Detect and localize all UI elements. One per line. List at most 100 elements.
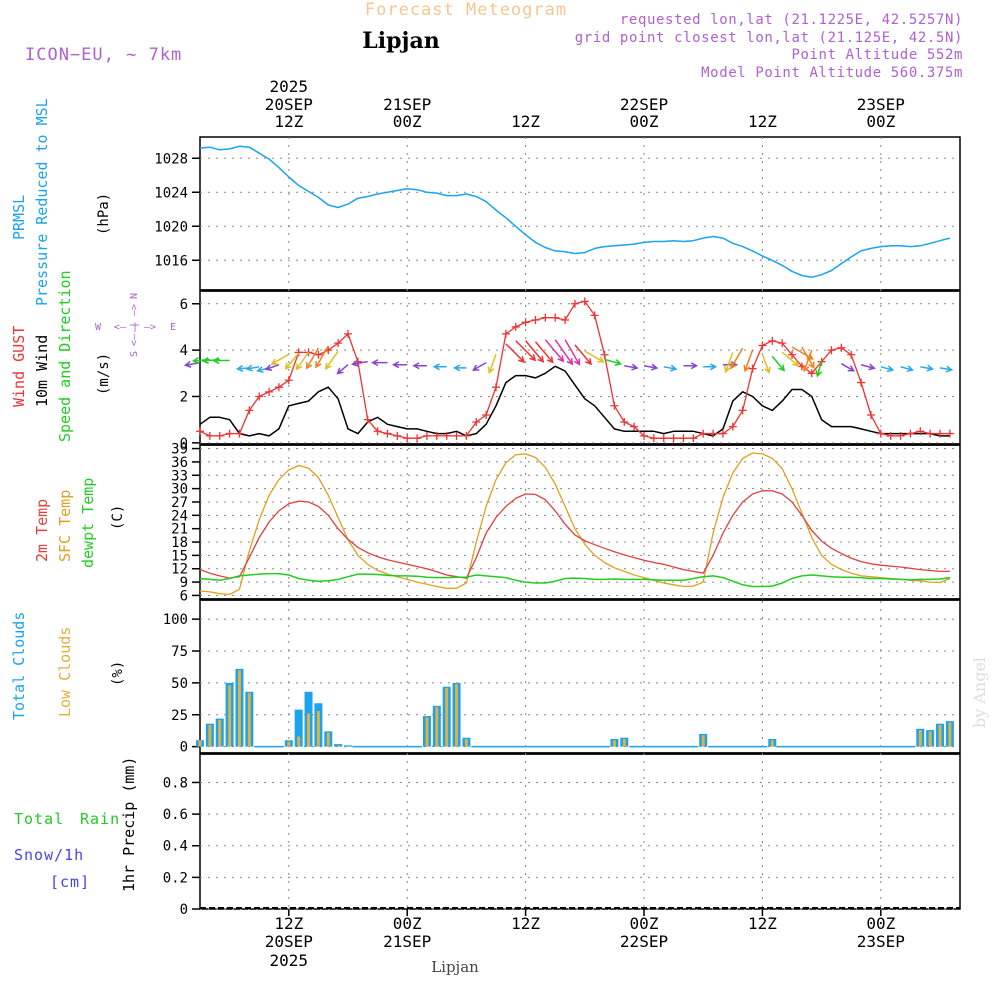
- wind-direction-arrow: [534, 341, 554, 364]
- time-bottom-48-line1: 00Z: [630, 914, 659, 933]
- model-altitude: Model Point Altitude 560.375m: [701, 65, 963, 81]
- low-cloud-bar: [455, 684, 459, 747]
- gust-marker: [452, 431, 461, 440]
- total-cloud-bar: [294, 709, 303, 747]
- wind-label-gust: Wind GUST: [10, 326, 28, 407]
- gust-marker: [265, 387, 274, 396]
- gust-marker: [926, 429, 935, 438]
- wind-direction-arrow: [371, 359, 388, 367]
- temp-tick-label-24: 24: [171, 508, 188, 524]
- gust-marker: [363, 415, 372, 424]
- gust-marker: [561, 315, 570, 324]
- gust-marker: [916, 427, 925, 436]
- time-bottom-12-line2: 20SEP: [265, 932, 313, 951]
- wind-direction-arrow: [336, 364, 349, 375]
- temp-tick-label-12: 12: [171, 562, 188, 578]
- compass-horizontal: <— | —>: [114, 322, 156, 333]
- gust-marker: [284, 376, 293, 385]
- gust-marker: [827, 346, 836, 355]
- low-cloud-bar: [316, 710, 320, 747]
- gust-marker: [906, 429, 915, 438]
- time-bottom-24-line2: 21SEP: [383, 932, 431, 951]
- gust-marker: [205, 431, 214, 440]
- dewpt-line: [199, 572, 951, 588]
- panel-frames: [199, 136, 961, 910]
- low-cloud-bar: [307, 713, 311, 747]
- pressure-tick-label-1020: 1020: [154, 219, 188, 235]
- gust-marker: [649, 434, 658, 443]
- time-top-36-line3: 12Z: [511, 112, 540, 131]
- temp-tick-label-27: 27: [171, 495, 188, 511]
- time-bottom-48-line2: 22SEP: [620, 932, 668, 951]
- wind-direction-arrow: [306, 347, 320, 370]
- wind-direction-arrow: [900, 365, 915, 373]
- pressure-tick-label-1024: 1024: [154, 185, 188, 201]
- gust-marker: [640, 431, 649, 440]
- clouds-tick-label-0: 0: [180, 740, 188, 756]
- compass-s: S: [129, 351, 140, 357]
- gust-marker: [521, 318, 530, 327]
- temp-tick-label-33: 33: [171, 468, 188, 484]
- precip-tick-label-0.8: 0.8: [163, 775, 188, 791]
- panel-frame-temp: [199, 444, 961, 600]
- gust-marker: [492, 383, 501, 392]
- wind-tick-label-2: 2: [180, 389, 188, 405]
- gust-marker: [393, 431, 402, 440]
- time-top-24-line2: 21SEP: [383, 95, 431, 114]
- time-top-24-line3: 00Z: [393, 112, 422, 131]
- gust-marker: [876, 429, 885, 438]
- gust-marker: [807, 369, 816, 378]
- gust-marker: [541, 313, 550, 322]
- gust-marker: [610, 401, 619, 410]
- gust-marker: [945, 429, 954, 438]
- point-altitude: Point Altitude 552m: [791, 47, 963, 63]
- wind-direction-arrow: [270, 353, 290, 365]
- requested-coords: requested lon,lat (21.1225E, 42.5257N): [620, 12, 963, 28]
- temp-tick-label-6: 6: [180, 588, 188, 604]
- wind-gust-line: [199, 300, 950, 439]
- credit-watermark: by Angel: [970, 657, 989, 728]
- gust-marker: [482, 411, 491, 420]
- gust-marker: [699, 429, 708, 438]
- wind-direction-arrow: [554, 339, 574, 366]
- gust-marker: [718, 429, 727, 438]
- gust-marker: [196, 427, 204, 436]
- gust-marker: [215, 431, 224, 440]
- wind-direction-arrow: [683, 362, 699, 370]
- footer-location: Lipjan: [431, 958, 479, 976]
- gust-marker: [373, 427, 382, 436]
- wind-direction-arrow: [245, 364, 260, 372]
- model-label: ICON−EU, ~ 7km: [25, 45, 182, 65]
- gust-marker: [797, 362, 806, 371]
- time-top-60-line3: 12Z: [748, 112, 777, 131]
- compass-vertical: <— | —>: [129, 304, 140, 346]
- wind-direction-arrow: [939, 365, 954, 373]
- pressure-label-msl: Pressure Reduced to MSL: [33, 98, 51, 306]
- wind-direction-arrow: [815, 360, 823, 378]
- gust-marker: [728, 422, 737, 431]
- gust-marker: [709, 429, 718, 438]
- gust-marker: [334, 339, 343, 348]
- low-cloud-bar: [770, 740, 774, 747]
- compass-w: W: [95, 322, 102, 333]
- gust-marker: [501, 329, 510, 338]
- wind-tick-label-0: 0: [180, 436, 188, 452]
- gust-marker: [294, 348, 303, 357]
- compass-rose: N S W E <— | —> <— | —>: [95, 293, 176, 357]
- time-bottom-72-line1: 00Z: [866, 914, 895, 933]
- precip-tick-label-0.2: 0.2: [163, 870, 188, 886]
- gust-marker: [738, 406, 747, 415]
- time-top-72-line3: 00Z: [866, 112, 895, 131]
- clouds-label-total: Total Clouds: [10, 612, 28, 720]
- wind-direction-arrow: [730, 347, 744, 370]
- gust-marker: [758, 341, 767, 350]
- low-cloud-bar: [938, 724, 942, 747]
- wind-direction-arrow: [564, 339, 581, 366]
- time-bottom-72-line2: 23SEP: [857, 932, 905, 951]
- chart-title: Forecast Meteogram: [365, 0, 567, 20]
- gust-marker: [620, 417, 629, 426]
- wind-direction-arrow: [574, 344, 593, 366]
- precip-tick-label-0: 0: [180, 902, 188, 918]
